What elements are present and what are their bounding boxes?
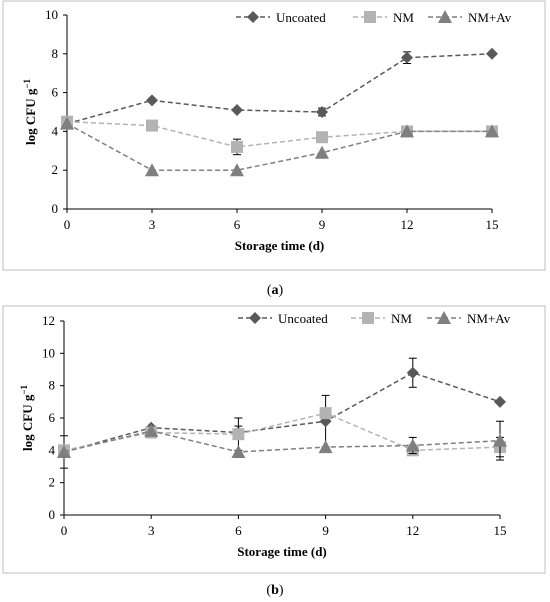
series-line bbox=[63, 412, 501, 452]
data-point bbox=[57, 444, 71, 458]
caption-a: (a) bbox=[266, 283, 284, 298]
chart-panel-b: 0 2 4 6 8 10 12 0 3 6 9 12 15 Storage time (d) log CFU… bbox=[2, 305, 546, 574]
legend-label: Uncoated bbox=[278, 311, 328, 326]
y-axis-label: log CFU g−1 bbox=[22, 79, 38, 145]
y-tick-label: 8 bbox=[52, 46, 59, 61]
series-line bbox=[66, 53, 493, 125]
y-tick-label: 10 bbox=[42, 345, 55, 360]
data-point bbox=[401, 51, 413, 64]
legend-marker bbox=[437, 311, 451, 324]
x-tick-label: 15 bbox=[494, 523, 507, 538]
x-tick-label: 0 bbox=[64, 217, 71, 232]
x-tick-label: 15 bbox=[486, 217, 499, 232]
legend-marker bbox=[362, 312, 374, 324]
data-point bbox=[405, 438, 420, 452]
data-point bbox=[493, 433, 507, 447]
legend-marker bbox=[249, 312, 261, 324]
data-point bbox=[231, 444, 246, 458]
legend-marker bbox=[364, 11, 376, 23]
chart-frame bbox=[2, 0, 546, 271]
chart-frame bbox=[2, 305, 546, 574]
chart-panel-a: 0 2 4 6 8 10 0 3 6 9 12 15 Storage time (d) log CFU g… bbox=[2, 0, 546, 271]
legend-label: NM+Av bbox=[468, 10, 512, 25]
legend-marker bbox=[247, 11, 259, 23]
data-point bbox=[318, 440, 333, 454]
legend-entry-nm-av: NM+Av bbox=[427, 311, 511, 326]
caption-b: (b) bbox=[266, 583, 284, 598]
legend-marker bbox=[438, 10, 452, 23]
data-point bbox=[316, 106, 328, 118]
data-point bbox=[146, 94, 158, 107]
data-point bbox=[494, 395, 506, 408]
series-line bbox=[63, 371, 501, 453]
legend-entry-nm-av: NM+Av bbox=[428, 10, 512, 25]
legend-label: NM bbox=[391, 311, 412, 326]
series-line bbox=[66, 122, 492, 171]
data-point bbox=[231, 140, 243, 153]
x-tick-label: 6 bbox=[234, 217, 241, 232]
series-nm-av bbox=[60, 116, 499, 177]
data-point bbox=[232, 428, 245, 441]
legend-entry-uncoated: Uncoated bbox=[238, 311, 328, 326]
data-point bbox=[315, 145, 329, 159]
y-tick-label: 6 bbox=[49, 410, 56, 425]
y-tick-label: 6 bbox=[52, 85, 59, 100]
plot-area: 0 2 4 6 8 10 12 0 3 6 9 12 15 Storage time (d) log CFU… bbox=[19, 311, 511, 559]
y-tick-label: 8 bbox=[49, 378, 56, 393]
legend-entry-uncoated: Uncoated bbox=[236, 10, 326, 25]
y-tick-label: 0 bbox=[52, 201, 59, 216]
y-tick-label: 0 bbox=[49, 507, 56, 522]
x-tick-label: 0 bbox=[61, 523, 68, 538]
y-tick-label: 4 bbox=[52, 123, 59, 138]
data-point bbox=[60, 116, 74, 130]
data-point bbox=[400, 124, 414, 138]
x-tick-label: 12 bbox=[401, 217, 414, 232]
y-tick-label: 2 bbox=[52, 162, 59, 177]
legend-label: NM+Av bbox=[467, 311, 511, 326]
y-tick-label: 12 bbox=[42, 313, 55, 328]
x-tick-label: 6 bbox=[235, 523, 242, 538]
y-tick-label: 10 bbox=[45, 7, 58, 22]
x-tick-label: 3 bbox=[149, 217, 156, 232]
data-point bbox=[144, 423, 159, 437]
x-tick-label: 12 bbox=[406, 523, 419, 538]
series-nm-av bbox=[57, 420, 507, 461]
data-point bbox=[485, 124, 499, 138]
x-tick-label: 9 bbox=[319, 217, 326, 232]
y-axis-label: log CFU g−1 bbox=[19, 385, 35, 451]
x-axis-label: Storage time (d) bbox=[235, 238, 325, 253]
plot-area: 0 2 4 6 8 10 0 3 6 9 12 15 Storage time (d) log CFU g… bbox=[22, 7, 512, 253]
data-point bbox=[230, 163, 244, 177]
series-line bbox=[63, 430, 501, 453]
data-point bbox=[231, 104, 243, 117]
legend-entry-nm: NM bbox=[351, 311, 412, 326]
data-point bbox=[406, 366, 419, 379]
data-point bbox=[145, 163, 159, 177]
legend-entry-nm: NM bbox=[353, 10, 414, 25]
data-point bbox=[486, 47, 498, 60]
data-point bbox=[146, 119, 158, 132]
data-point bbox=[316, 131, 328, 144]
y-tick-label: 4 bbox=[49, 442, 56, 457]
x-tick-label: 3 bbox=[148, 523, 155, 538]
x-tick-label: 9 bbox=[322, 523, 329, 538]
data-point bbox=[319, 407, 332, 420]
legend-label: NM bbox=[393, 10, 414, 25]
y-tick-label: 2 bbox=[49, 475, 56, 490]
legend-label: Uncoated bbox=[276, 10, 326, 25]
x-axis-label: Storage time (d) bbox=[237, 544, 327, 559]
